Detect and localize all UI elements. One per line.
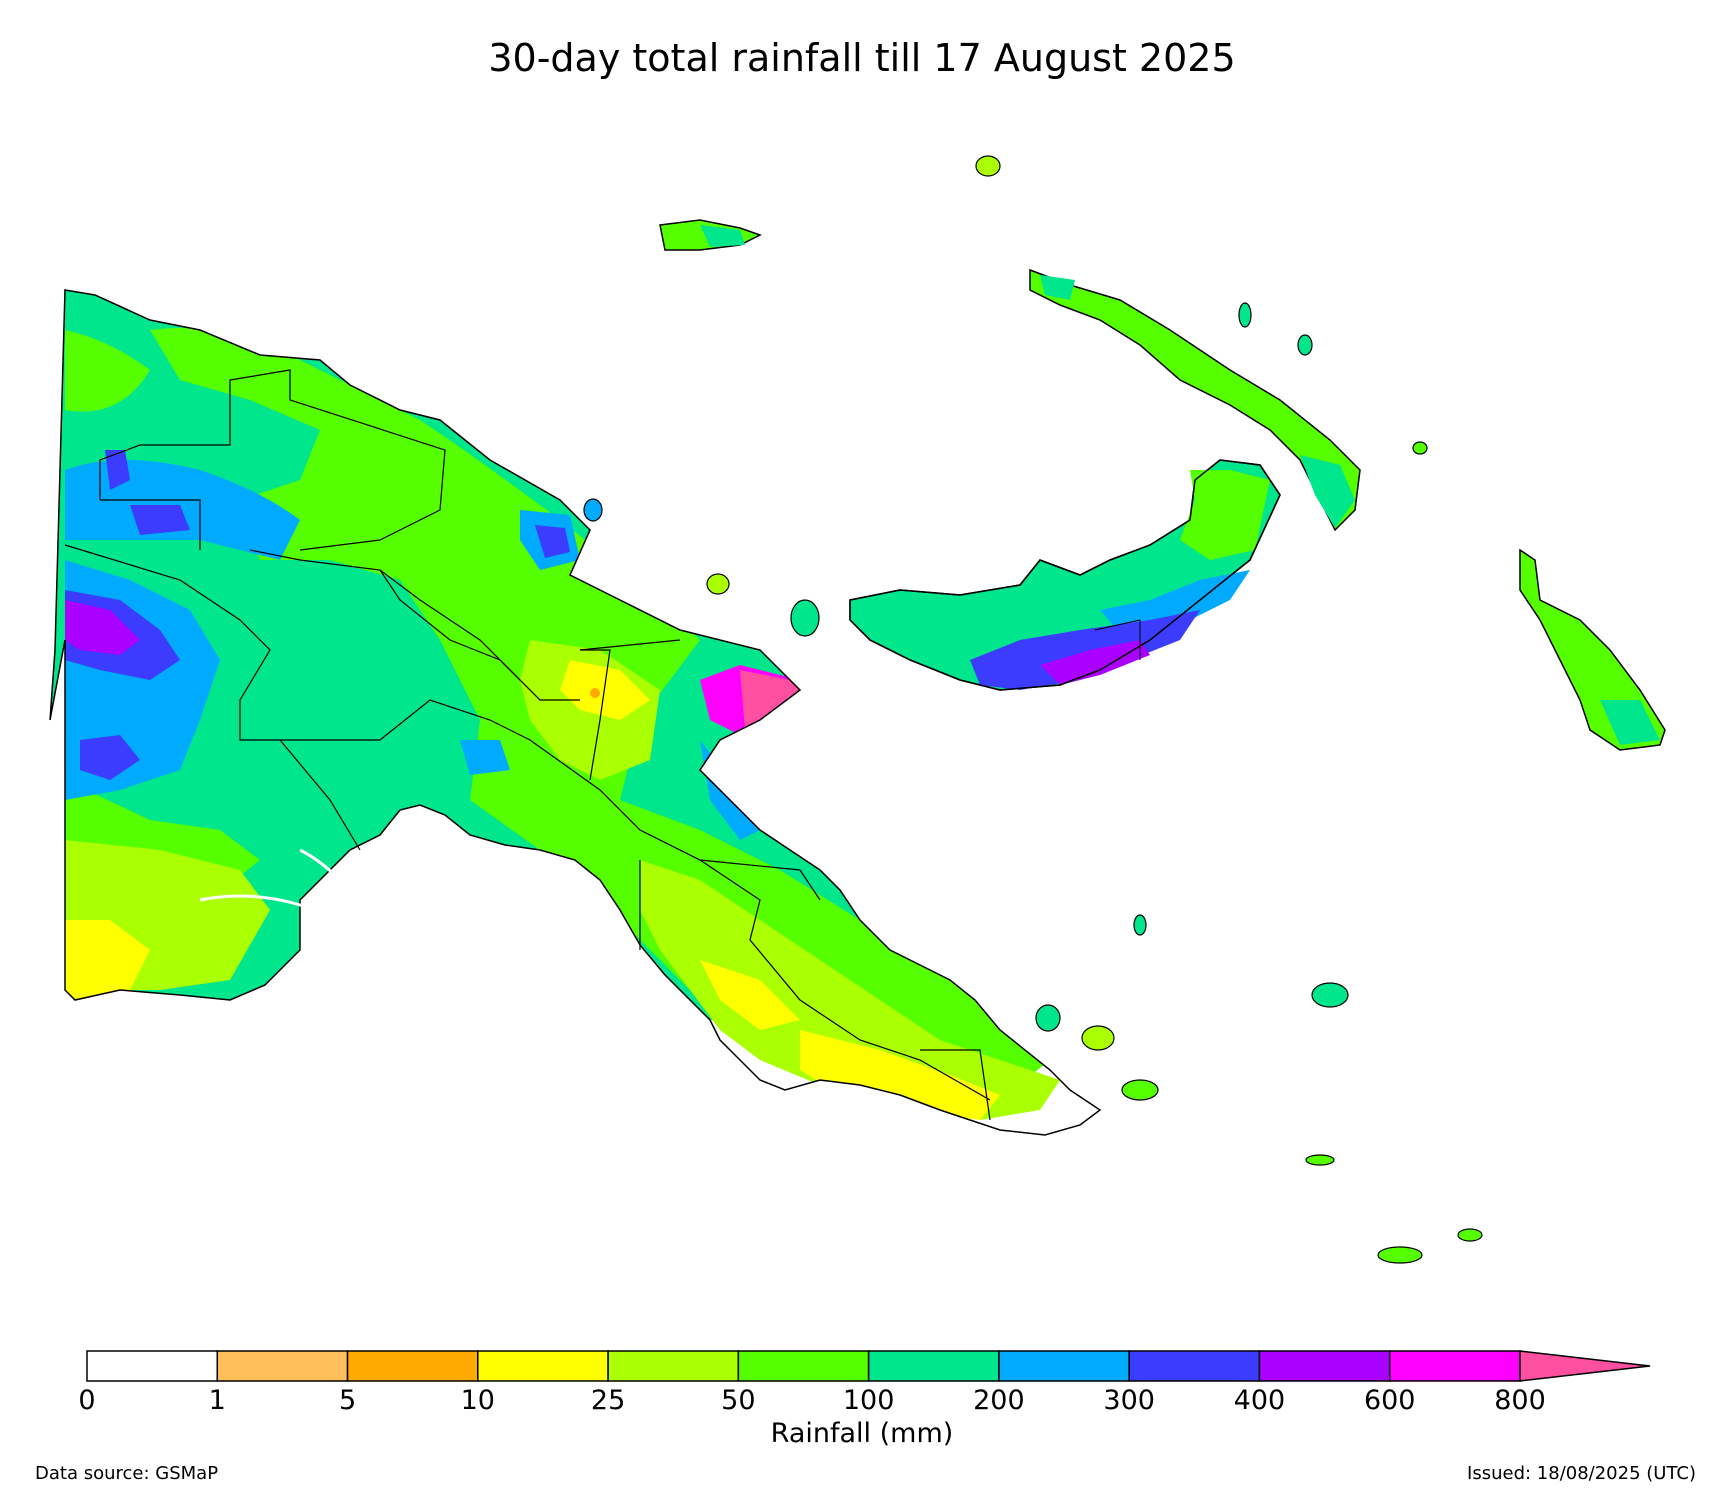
colorbar-tick-800: 800 [1494, 1385, 1546, 1416]
map-title: 30-day total rainfall till 17 August 202… [488, 36, 1236, 80]
colorbar-cell-10 [1388, 1350, 1521, 1382]
colorbar-cell-1 [216, 1350, 349, 1382]
colorbar-tick-1: 1 [208, 1385, 226, 1416]
new-britain-island [849, 459, 1281, 691]
colorbar-tick-0: 0 [78, 1385, 96, 1416]
colorbar-cells [86, 1350, 1521, 1382]
colorbar-cell-4 [607, 1350, 740, 1382]
colorbar-cell-6 [867, 1350, 1000, 1382]
province-borders [64, 369, 991, 1121]
colorbar-cell-0 [86, 1350, 219, 1382]
colorbar-cell-9 [1258, 1350, 1391, 1382]
colorbar-tick-10: 10 [460, 1385, 495, 1416]
colorbar-label: Rainfall (mm) [770, 1418, 954, 1449]
colorbar-cell-2 [346, 1350, 479, 1382]
colorbar-tick-300: 300 [1103, 1385, 1155, 1416]
new-ireland-island [1029, 268, 1361, 532]
colorbar-tick-50: 50 [721, 1385, 756, 1416]
colorbar-tick-600: 600 [1363, 1385, 1416, 1416]
colorbar-tick-400: 400 [1233, 1385, 1286, 1416]
colorbar-tick-200: 200 [973, 1385, 1025, 1416]
bougainville-island [1519, 548, 1666, 751]
colorbar-tick-100: 100 [842, 1385, 895, 1416]
colorbar-tick-5: 5 [338, 1385, 357, 1416]
colorbar-cell-5 [737, 1350, 870, 1382]
mainland-coastline [49, 289, 1102, 1136]
river-delta [199, 848, 351, 932]
manus-island [659, 219, 762, 251]
colorbar-cell-8 [1128, 1350, 1261, 1382]
colorbar-extend-triangle [1519, 1350, 1651, 1382]
colorbar-cell-3 [477, 1350, 609, 1382]
issued-date: Issued: 18/08/2025 (UTC) [1467, 1463, 1696, 1484]
small-islands [583, 155, 1483, 1264]
data-source: Data source: GSMaP [35, 1463, 219, 1484]
colorbar-tick-25: 25 [590, 1385, 626, 1416]
colorbar-cell-7 [998, 1350, 1130, 1382]
